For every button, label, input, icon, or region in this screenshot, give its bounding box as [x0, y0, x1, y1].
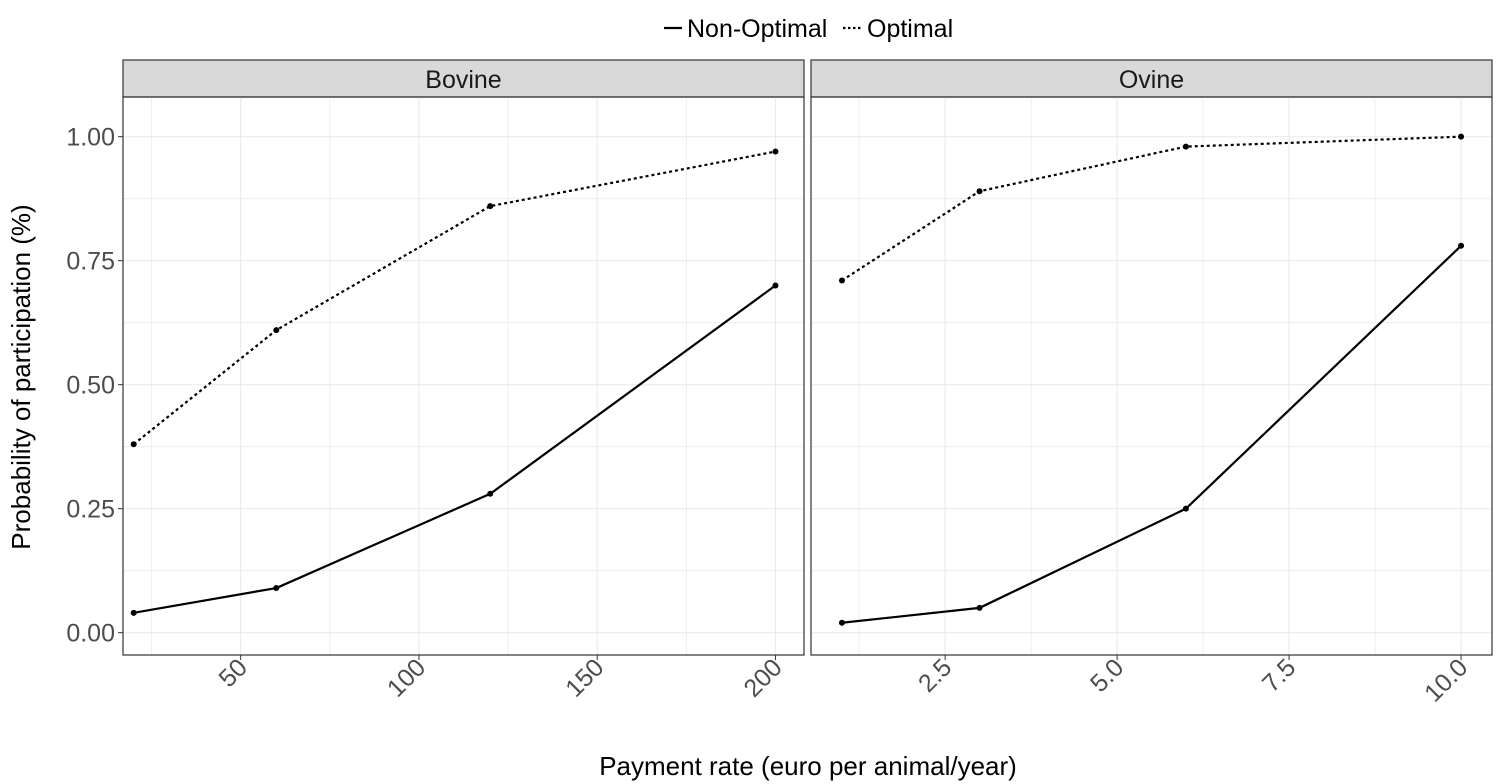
- point-optimal-ovine: [1458, 133, 1465, 140]
- x-tick-label: 2.5: [913, 653, 957, 697]
- point-non-optimal-ovine: [976, 604, 983, 611]
- point-optimal-bovine: [487, 203, 494, 210]
- point-non-optimal-bovine: [772, 282, 779, 289]
- x-tick-label: 200: [738, 653, 787, 702]
- strip-label-bovine: Bovine: [425, 66, 501, 94]
- x-axis-title: Payment rate (euro per animal/year): [599, 751, 1017, 781]
- series-line-non-optimal-bovine: [133, 284, 777, 614]
- panel-bovine: Bovine 0.00 0.25 0.50 0.75 1.00 50 100 150 200: [66, 59, 805, 703]
- panel-ovine: Ovine 2.5 5.0 7.5 10.0: [810, 59, 1493, 708]
- panel-border-bovine: [122, 96, 805, 656]
- point-non-optimal-bovine: [487, 490, 494, 497]
- y-tick-label: 0.00: [66, 620, 115, 648]
- point-optimal-bovine: [273, 327, 280, 334]
- point-non-optimal-bovine: [273, 585, 280, 592]
- x-tick-label: 50: [213, 653, 252, 692]
- point-non-optimal-ovine: [1458, 242, 1465, 249]
- x-tick-label: 7.5: [1257, 653, 1301, 697]
- x-tick-label: 10.0: [1419, 653, 1473, 707]
- point-optimal-bovine: [130, 441, 137, 448]
- point-optimal-ovine: [1182, 143, 1189, 150]
- series-line-non-optimal-ovine: [841, 245, 1462, 624]
- y-tick-label: 1.00: [66, 124, 115, 152]
- point-non-optimal-ovine: [1182, 505, 1189, 512]
- legend: Non-Optimal Optimal: [664, 15, 953, 43]
- x-tick-label: 150: [560, 653, 609, 702]
- y-tick-label: 0.25: [66, 496, 115, 524]
- y-tick-label: 0.50: [66, 372, 115, 400]
- point-optimal-ovine: [838, 277, 845, 284]
- y-tick-label: 0.75: [66, 248, 115, 276]
- panel-border-ovine: [810, 96, 1493, 656]
- series-line-optimal-bovine: [133, 150, 776, 446]
- panels: Bovine 0.00 0.25 0.50 0.75 1.00 50 100 150 200 Ovi…: [66, 59, 1493, 708]
- strip-ovine: [810, 59, 1493, 98]
- point-optimal-bovine: [772, 148, 779, 155]
- series-line-optimal-ovine: [841, 135, 1462, 282]
- point-non-optimal-bovine: [130, 609, 137, 616]
- legend-label-optimal: Optimal: [867, 15, 953, 43]
- x-tick-label: 100: [382, 653, 431, 702]
- y-axis-title: Probability of participation (%): [6, 204, 36, 549]
- x-tick-label: 5.0: [1085, 653, 1129, 697]
- strip-label-ovine: Ovine: [1119, 66, 1184, 94]
- legend-label-non-optimal: Non-Optimal: [687, 15, 827, 43]
- point-optimal-ovine: [976, 188, 983, 195]
- point-non-optimal-ovine: [838, 619, 845, 626]
